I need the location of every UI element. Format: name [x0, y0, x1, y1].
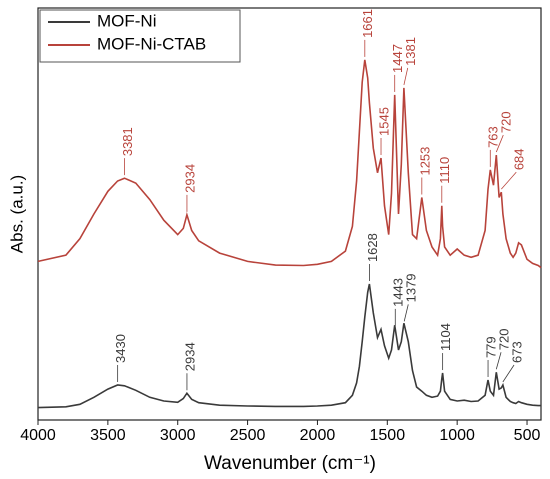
- x-tick-label: 4000: [20, 427, 56, 444]
- peak-leader: [502, 364, 515, 383]
- legend-label: MOF-Ni-CTAB: [97, 34, 206, 53]
- peak-label: 1628: [365, 233, 380, 262]
- x-tick-label: 2000: [300, 427, 336, 444]
- peak-label: 1379: [404, 273, 419, 302]
- legend-label: MOF-Ni: [97, 11, 156, 30]
- peak-label: 3381: [120, 127, 135, 156]
- peak-label: 2934: [182, 342, 197, 371]
- peak-label: 1104: [438, 323, 453, 351]
- peak-leader: [501, 171, 517, 190]
- x-axis-title: Wavenumber (cm⁻¹): [204, 453, 376, 474]
- peak-label: 720: [499, 111, 514, 133]
- peak-label: 1253: [417, 147, 432, 176]
- legend-box: [39, 9, 241, 63]
- x-tick-label: 500: [514, 427, 541, 444]
- peak-label: 720: [496, 329, 511, 351]
- peak-label: 1545: [376, 107, 391, 136]
- peak-leader: [403, 67, 409, 86]
- peak-label: 3430: [113, 334, 128, 363]
- x-tick-label: 1000: [439, 427, 475, 444]
- peak-leader: [495, 352, 502, 370]
- peak-label: 779: [483, 336, 498, 358]
- peak-label: 1381: [403, 37, 418, 66]
- peak-label: 2934: [182, 164, 197, 193]
- x-tick-label: 1500: [370, 427, 406, 444]
- spectrum-line: [37, 283, 541, 409]
- peak-leader: [495, 134, 504, 153]
- peak-label: 1443: [391, 278, 406, 307]
- x-tick-label: 3000: [160, 427, 196, 444]
- x-tick-label: 3500: [90, 427, 126, 444]
- peak-label: 1661: [360, 9, 375, 38]
- plot-frame: [37, 7, 542, 421]
- peak-label: 684: [512, 148, 527, 170]
- spectrum-line: [37, 59, 542, 269]
- y-axis-title: Abs. (a.u.): [7, 175, 26, 253]
- peak-label: 673: [509, 341, 524, 363]
- peak-leader: [403, 304, 409, 322]
- peak-label: 763: [486, 126, 501, 148]
- peak-label: 1447: [390, 44, 405, 73]
- x-tick-label: 2500: [230, 427, 266, 444]
- peak-label: 1110: [437, 157, 452, 184]
